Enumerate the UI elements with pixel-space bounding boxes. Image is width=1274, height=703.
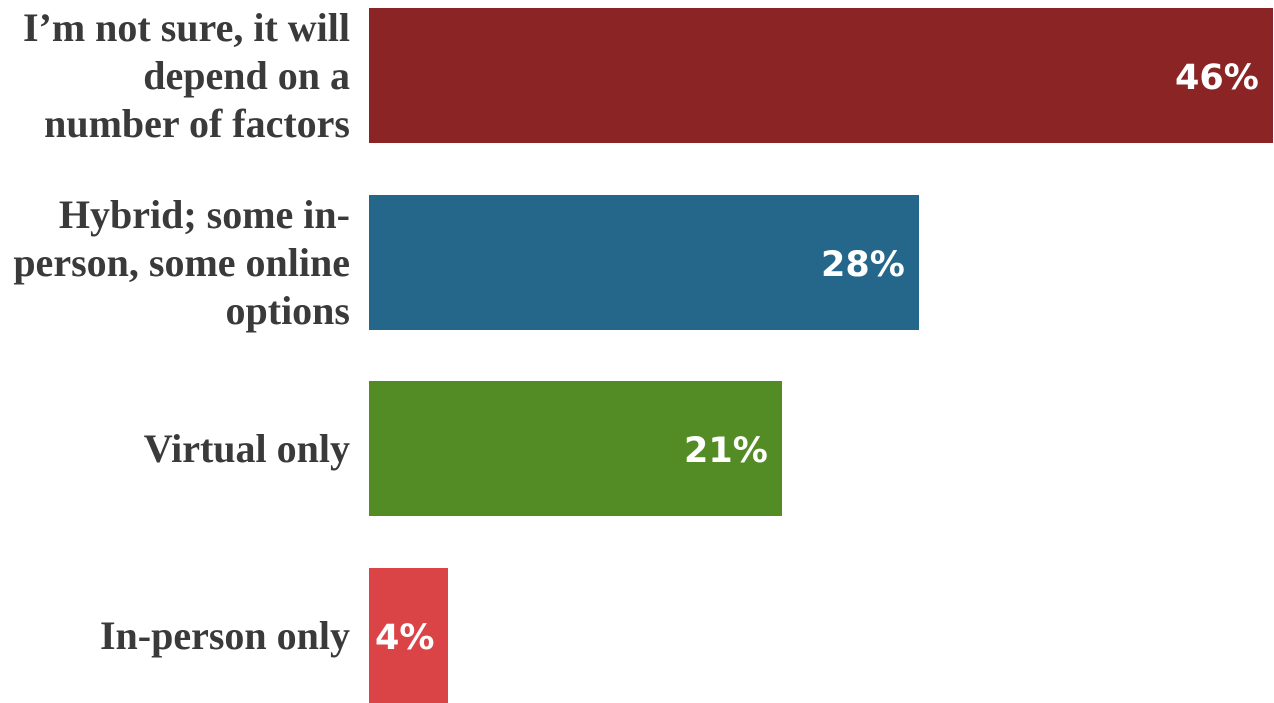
category-label: I’m not sure, it will depend on a number… [22, 5, 350, 146]
bar [369, 195, 919, 330]
value-label: 28% [821, 245, 905, 285]
bar [369, 568, 448, 703]
category-label: Virtual only [143, 426, 350, 471]
value-label: 21% [684, 431, 768, 471]
bar [369, 381, 782, 516]
category-label: In-person only [99, 613, 350, 658]
category-label: Hybrid; some in-person, some online opti… [13, 192, 350, 333]
value-label: 4% [375, 618, 435, 658]
value-label: 46% [1175, 58, 1259, 98]
bar [369, 8, 1273, 143]
